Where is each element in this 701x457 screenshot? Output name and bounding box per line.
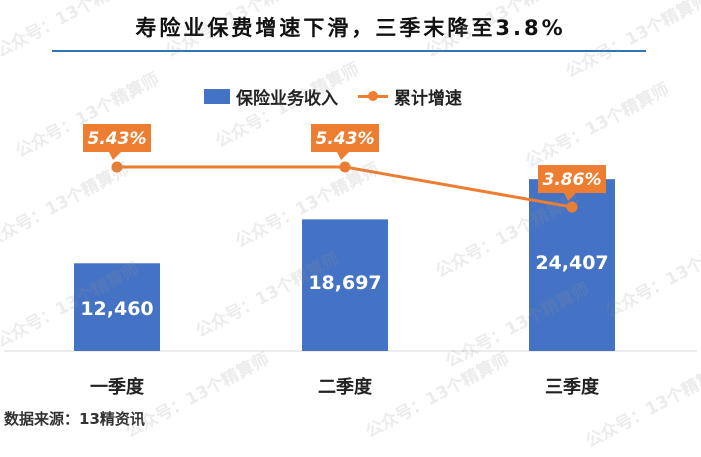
bar-value-label-1: 12,460 <box>80 298 153 320</box>
legend-item-bar: 保险业务收入 <box>204 84 338 109</box>
title-underline <box>52 50 646 52</box>
legend-item-line: 累计增速 <box>358 84 462 109</box>
growth-point-1 <box>111 161 123 173</box>
growth-point-2 <box>339 161 351 173</box>
growth-value-label-3: 3.86% <box>543 170 602 190</box>
bar-1 <box>74 263 160 351</box>
growth-label-pointer-3 <box>564 193 576 202</box>
growth-label-box-2 <box>311 124 379 152</box>
legend-bar-label: 保险业务收入 <box>236 88 338 109</box>
legend-line-label: 累计增速 <box>394 88 462 109</box>
growth-label-box-3 <box>538 165 606 194</box>
growth-label-pointer-1 <box>109 152 121 160</box>
legend: 保险业务收入 累计增速 <box>204 84 482 109</box>
growth-value-label-2: 5.43% <box>316 129 375 149</box>
bar-2 <box>302 219 388 351</box>
bar-value-label-3: 24,407 <box>535 252 608 274</box>
growth-point-3 <box>566 201 578 213</box>
x-tick-label-2: 二季度 <box>318 376 373 398</box>
growth-line <box>117 165 573 209</box>
x-tick-label-1: 一季度 <box>90 376 145 398</box>
x-tick-label-3: 三季度 <box>545 376 600 398</box>
bar-value-label-2: 18,697 <box>308 272 381 294</box>
legend-line-swatch <box>358 88 388 104</box>
chart-title: 寿险业保费增速下滑，三季末降至3.8% <box>135 16 566 40</box>
growth-label-pointer-2 <box>337 152 349 160</box>
data-source-note: 数据来源：13精资讯 <box>4 410 145 428</box>
growth-value-label-1: 5.43% <box>88 129 147 149</box>
legend-bar-swatch <box>204 88 230 104</box>
growth-label-box-1 <box>83 124 151 152</box>
